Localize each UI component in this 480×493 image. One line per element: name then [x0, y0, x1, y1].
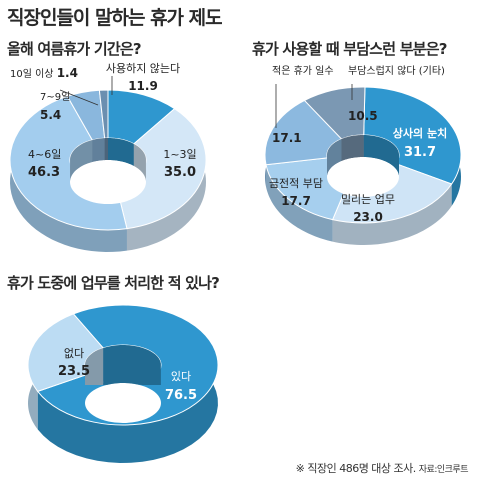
chart3-label-0: 있다 76.5 [165, 370, 197, 403]
chart1-side-1 [126, 108, 206, 251]
chart1-hole-wall-1 [133, 143, 146, 181]
chart3-hole-wall-1 [85, 347, 104, 385]
chart2-hole [327, 157, 399, 197]
chart2-hole-wall-4 [341, 135, 364, 161]
footer-note: ※ 직장인 486명 대상 조사. [295, 462, 417, 475]
chart1-hole [70, 160, 146, 204]
chart1-title: 올해 여름휴가 기간은? [7, 40, 142, 58]
chart2: 상사의 눈치 31.7 밀리는 업무 23.0 금전적 부담 17.7 적은 휴가 일수 17… [264, 65, 462, 245]
chart2-side-1 [332, 184, 452, 245]
chart2-label-1: 밀리는 업무 23.0 [341, 193, 395, 224]
chart2-title: 휴가 사용할 때 부담스런 부분은? [252, 40, 447, 58]
chart1-label-0: 사용하지 않는다 11.9 [106, 61, 180, 93]
chart1: 사용하지 않는다 11.9 1~3일 35.0 4~6일 46.3 7~9일 5.4 10일 이… [9, 61, 207, 252]
chart2-label-4: 부담스럽지 않다 (기타) 10.5 [348, 65, 445, 123]
chart2-side-2 [266, 164, 333, 242]
chart3-title: 휴가 도중에 업무를 처리한 적 있나? [7, 274, 220, 292]
chart3-hole-wall-0 [103, 345, 161, 385]
chart1-label-2: 4~6일 46.3 [28, 147, 61, 180]
chart2-hole-wall-3 [327, 138, 342, 175]
footer-source: 자료:인크루트 [418, 465, 469, 475]
chart3-label-1: 없다 23.5 [58, 347, 90, 379]
chart2-hole-wall-0 [363, 135, 399, 175]
leader-line-0 [59, 89, 99, 106]
chart2-label-3: 적은 휴가 일수 17.1 [272, 65, 334, 145]
page-title: 직장인들이 말하는 휴가 제도 [7, 7, 223, 29]
chart1-hole-wall-4 [104, 138, 108, 161]
footer: ※ 직장인 486명 대상 조사. 자료:인크루트 [295, 460, 469, 476]
chart2-label-0: 상사의 눈치 31.7 [393, 126, 447, 160]
chart1-hole-wall-2 [70, 139, 93, 181]
chart3-hole [85, 383, 161, 423]
chart1-hole-wall-3 [92, 138, 105, 162]
chart1-label-3: 7~9일 5.4 [40, 91, 70, 122]
chart1-hole-wall-0 [108, 138, 134, 166]
chart3: 있다 76.5 없다 23.5 [27, 304, 219, 463]
chart1-label-4: 10일 이상 1.4 [10, 66, 78, 80]
chart1-label-1: 1~3일 35.0 [163, 147, 196, 180]
chart2-label-2: 금전적 부담 17.7 [269, 177, 323, 208]
chart1-side-2 [10, 96, 127, 252]
